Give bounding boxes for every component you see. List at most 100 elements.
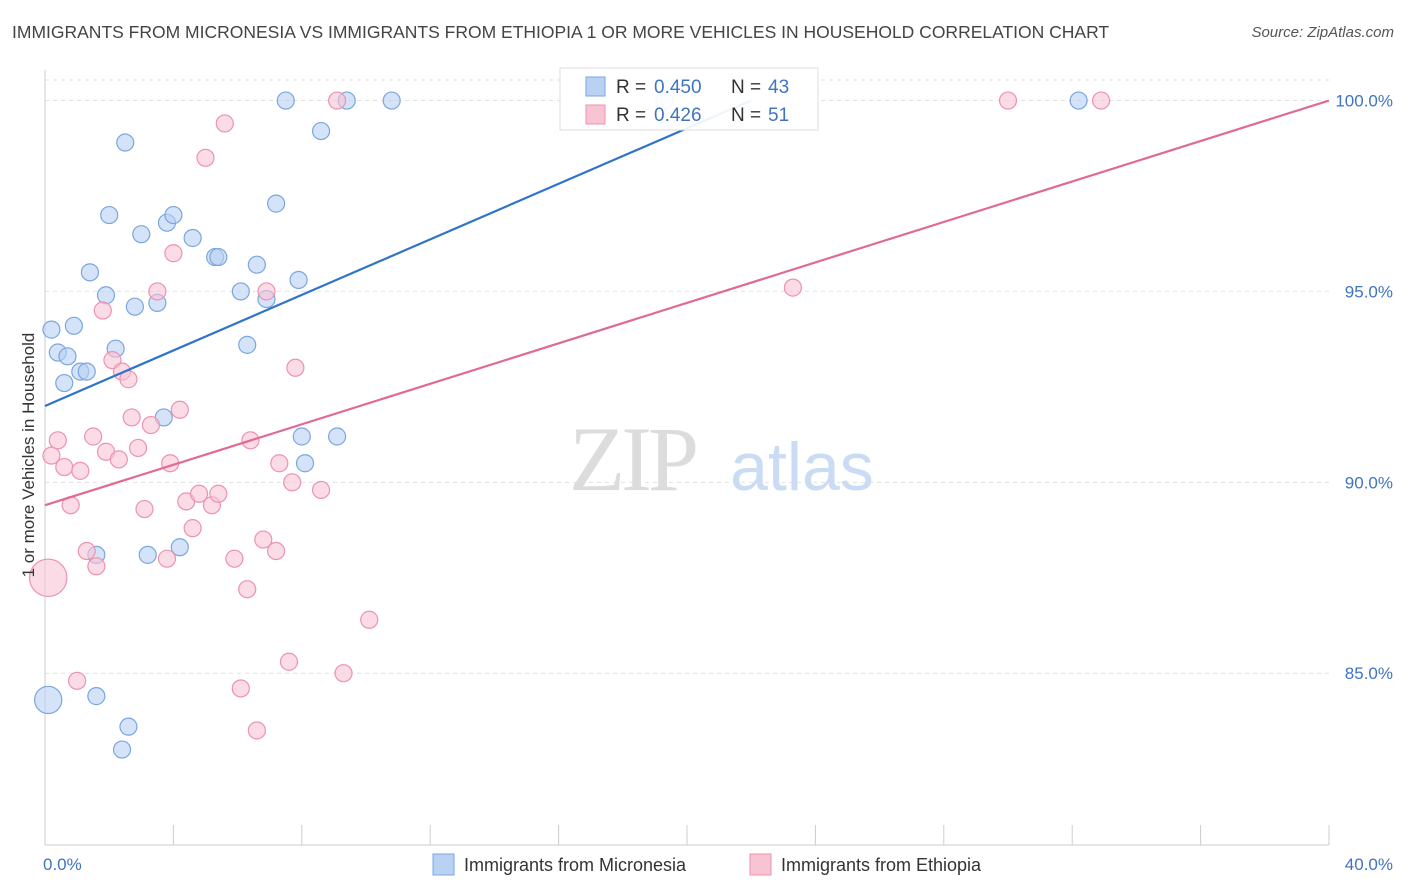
micronesia-point	[295, 454, 315, 473]
micronesia-point	[209, 247, 228, 267]
micronesia-point	[58, 347, 77, 366]
y-tick-label: 85.0%	[1345, 664, 1393, 683]
micronesia-point	[382, 91, 401, 110]
ethiopia-point	[164, 244, 183, 263]
micronesia-point	[138, 545, 157, 564]
ethiopia-point	[270, 454, 289, 473]
n-label: N =	[731, 77, 761, 98]
micronesia-point	[100, 205, 119, 225]
micronesia-point	[311, 121, 331, 141]
micronesia-point	[276, 91, 295, 110]
ethiopia-point	[783, 278, 803, 297]
ethiopia-point	[87, 557, 106, 576]
y-axis-label: 1 or more Vehicles in Household	[19, 333, 38, 578]
ethiopia-point	[84, 427, 103, 446]
micronesia-trend-line	[44, 99, 752, 407]
micronesia-point	[119, 717, 138, 736]
micronesia-point	[164, 205, 183, 225]
micronesia-point	[183, 228, 202, 248]
stats-legend: R = 0.450 N = 43 R = 0.426 N = 51	[559, 67, 819, 131]
ethiopia-point	[189, 484, 209, 503]
micronesia-point	[247, 255, 266, 274]
micronesia-point	[112, 740, 132, 759]
watermark-atlas: atlas	[730, 429, 874, 505]
ethiopia-point	[360, 610, 379, 629]
ethiopia-point	[141, 415, 161, 435]
ethiopia-point	[77, 541, 96, 561]
micronesia-point	[42, 320, 61, 339]
ethiopia-point	[48, 431, 67, 450]
series-legend: Immigrants from Micronesia Immigrants fro…	[432, 853, 982, 876]
ethiopia-point	[225, 549, 244, 568]
micronesia-point	[328, 427, 347, 446]
n-value: 43	[768, 77, 789, 98]
r-label: R =	[616, 77, 646, 98]
ethiopia-point	[122, 408, 141, 427]
ethiopia-point	[170, 400, 189, 419]
ethiopia-point	[311, 480, 331, 500]
micronesia-point	[132, 225, 151, 244]
micronesia-point	[292, 427, 311, 446]
ethiopia-point	[209, 484, 228, 503]
ethiopia-point	[1091, 91, 1111, 110]
ethiopia-point	[196, 148, 215, 167]
ethiopia-point	[93, 301, 112, 320]
data-points	[28, 91, 1111, 759]
legend-micronesia-label: Immigrants from Micronesia	[464, 855, 687, 875]
micronesia-point	[238, 335, 257, 354]
trend-lines	[44, 99, 1330, 507]
ethiopia-point	[283, 473, 302, 492]
ethiopia-point	[267, 541, 286, 561]
ethiopia-point	[328, 91, 347, 110]
n-label: N =	[731, 105, 761, 126]
ethiopia-point	[157, 549, 177, 568]
watermark-zip: ZIP	[569, 408, 696, 510]
legend-micronesia-swatch	[432, 853, 455, 876]
ethiopia-point	[231, 679, 250, 698]
ethiopia-point	[238, 580, 257, 599]
ethiopia-point	[183, 519, 202, 538]
micronesia-point	[64, 316, 83, 335]
watermark: ZIP atlas	[569, 408, 874, 510]
ethiopia-point	[71, 461, 90, 480]
micronesia-point	[170, 538, 189, 557]
ethiopia-point	[334, 664, 353, 683]
ethiopia-point	[109, 450, 128, 469]
micronesia-point	[96, 286, 116, 305]
axes: 85.0% 90.0% 95.0% 100.0% 0.0% 40.0%	[43, 70, 1393, 874]
micronesia-swatch	[585, 76, 606, 97]
ethiopia-point	[279, 652, 299, 671]
micronesia-point	[55, 373, 74, 393]
ethiopia-point	[254, 530, 273, 549]
source-credit: Source: ZipAtlas.com	[1251, 24, 1394, 41]
ethiopia-point	[286, 358, 305, 377]
micronesia-point	[125, 297, 144, 316]
micronesia-point	[1069, 91, 1088, 110]
x-tick-label: 0.0%	[43, 855, 82, 874]
ethiopia-point	[28, 558, 68, 598]
micronesia-point	[87, 687, 106, 706]
ethiopia-point	[148, 282, 167, 301]
legend-ethiopia-label: Immigrants from Ethiopia	[781, 855, 982, 875]
micronesia-point	[116, 133, 135, 152]
micronesia-point	[34, 685, 63, 715]
legend-ethiopia-swatch	[749, 853, 772, 876]
chart-title: IMMIGRANTS FROM MICRONESIA VS IMMIGRANTS…	[12, 22, 1110, 42]
y-tick-label: 90.0%	[1345, 473, 1393, 492]
ethiopia-point	[998, 91, 1018, 110]
y-tick-label: 100.0%	[1335, 92, 1393, 111]
ethiopia-point	[257, 282, 276, 301]
micronesia-point	[77, 362, 96, 381]
ethiopia-point	[42, 446, 61, 465]
ethiopia-point	[67, 671, 87, 690]
micronesia-point	[289, 270, 308, 290]
n-value: 51	[768, 105, 789, 126]
r-value: 0.426	[654, 105, 702, 126]
ethiopia-point	[55, 457, 74, 477]
r-value: 0.450	[654, 77, 702, 98]
x-tick-label: 40.0%	[1345, 855, 1393, 874]
ethiopia-swatch	[585, 104, 606, 125]
y-tick-label: 95.0%	[1345, 282, 1393, 301]
ethiopia-point	[215, 114, 234, 133]
